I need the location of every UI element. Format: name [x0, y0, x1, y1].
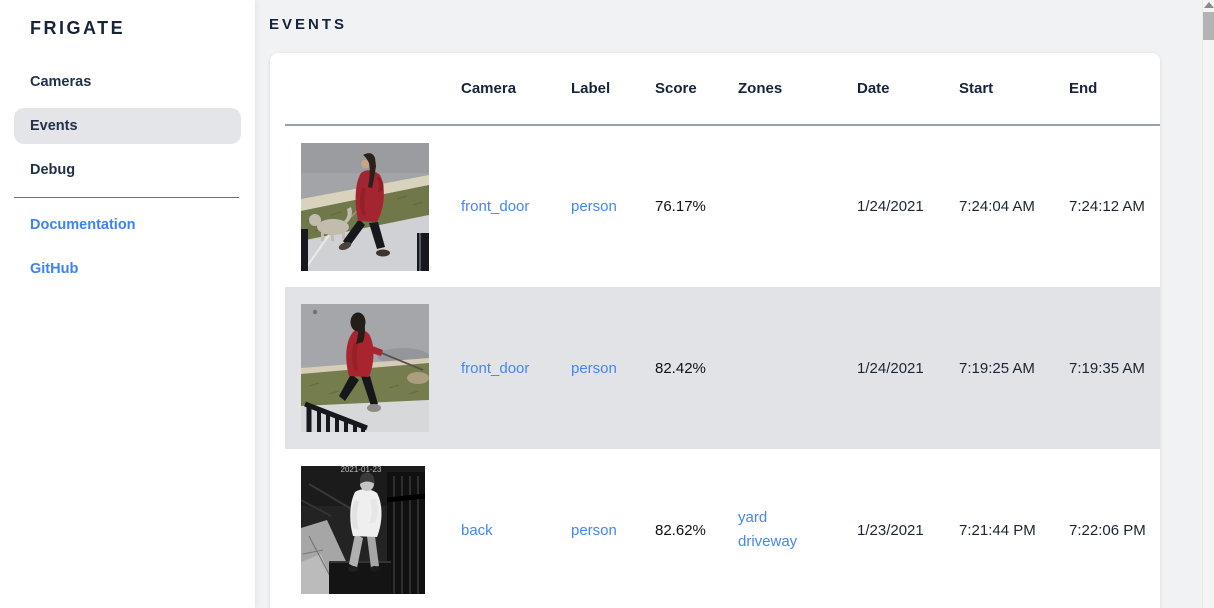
- score-value: 82.42%: [655, 359, 706, 377]
- event-thumbnail[interactable]: [301, 304, 429, 432]
- score-value: 76.17%: [655, 198, 706, 215]
- zone-link[interactable]: yard: [738, 509, 768, 526]
- col-header-end: End: [1069, 80, 1098, 97]
- camera-link[interactable]: front_door: [461, 359, 530, 377]
- events-card: Camera Label Score Zones Date Start End: [270, 53, 1160, 608]
- end-value: 7:19:35 AM: [1069, 359, 1145, 377]
- score-value: 82.62%: [655, 521, 706, 539]
- col-header-thumbnail: [285, 53, 445, 125]
- zones-cell: [722, 287, 841, 449]
- col-header-score: Score: [655, 80, 697, 97]
- page-title: EVENTS: [269, 16, 348, 33]
- sidebar: FRIGATE Cameras Events Debug Documentati…: [0, 0, 255, 608]
- sidebar-item-documentation[interactable]: Documentation: [30, 217, 136, 233]
- sidebar-item-cameras[interactable]: Cameras: [30, 74, 92, 90]
- scrollbar-up-arrow-icon[interactable]: [1204, 2, 1214, 8]
- camera-link[interactable]: back: [461, 521, 493, 539]
- table-row-highlighted: front_door person 82.42% 1/24/2021 7:19:…: [285, 287, 1160, 449]
- start-value: 7:21:44 PM: [959, 521, 1036, 539]
- label-link[interactable]: person: [571, 198, 617, 215]
- camera-link[interactable]: front_door: [461, 198, 530, 215]
- sidebar-divider: [14, 197, 239, 198]
- date-value: 1/23/2021: [857, 521, 924, 539]
- end-value: 7:22:06 PM: [1069, 521, 1146, 539]
- col-header-date: Date: [857, 80, 890, 97]
- label-link[interactable]: person: [571, 359, 617, 377]
- table-header: Camera Label Score Zones Date Start End: [285, 53, 1160, 125]
- sidebar-item-debug[interactable]: Debug: [30, 162, 76, 178]
- app-title: FRIGATE: [30, 18, 126, 38]
- zones-cell: [722, 125, 841, 287]
- event-thumbnail[interactable]: [301, 142, 429, 271]
- zones-cell: yard driveway: [722, 449, 841, 608]
- main-content: EVENTS Camera Label Score Zones Date Sta…: [255, 0, 1214, 608]
- event-thumbnail[interactable]: 2021-01-23: [301, 466, 425, 594]
- sidebar-item-github[interactable]: GitHub: [30, 261, 79, 277]
- label-link[interactable]: person: [571, 521, 617, 539]
- zone-link[interactable]: driveway: [738, 533, 798, 550]
- date-value: 1/24/2021: [857, 359, 924, 377]
- table-row: front_door person 76.17% 1/24/2021 7:24:…: [285, 125, 1160, 287]
- col-header-zones: Zones: [738, 80, 783, 97]
- sidebar-item-events[interactable]: Events: [14, 108, 241, 144]
- scrollbar[interactable]: [1202, 0, 1214, 608]
- thumbnail-timestamp-overlay: 2021-01-23: [341, 466, 382, 474]
- events-table: Camera Label Score Zones Date Start End: [285, 53, 1160, 608]
- date-value: 1/24/2021: [857, 198, 924, 215]
- start-value: 7:24:04 AM: [959, 198, 1035, 215]
- col-header-camera: Camera: [461, 80, 517, 97]
- col-header-start: Start: [959, 80, 994, 97]
- table-row: 2021-01-23: [285, 449, 1160, 608]
- scrollbar-thumb[interactable]: [1203, 12, 1214, 40]
- col-header-label: Label: [571, 80, 611, 97]
- start-value: 7:19:25 AM: [959, 359, 1035, 377]
- end-value: 7:24:12 AM: [1069, 198, 1145, 215]
- sidebar-nav: Cameras Events Debug Documentation GitHu…: [0, 64, 255, 287]
